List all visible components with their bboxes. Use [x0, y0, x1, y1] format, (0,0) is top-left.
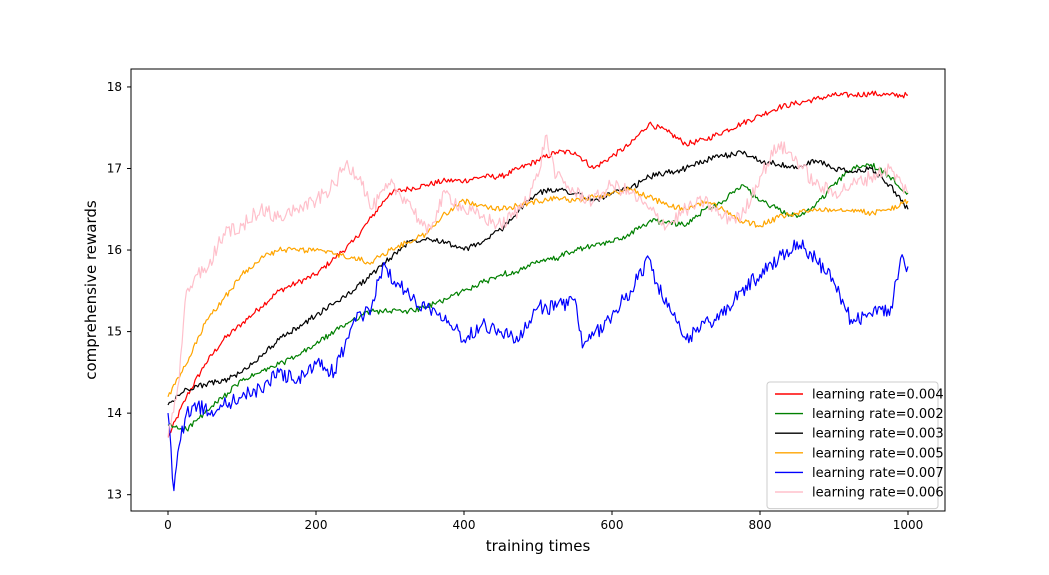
y-tick-label: 18	[107, 80, 122, 94]
plot-frame	[130, 68, 946, 512]
legend-entry-label: learning rate=0.004	[812, 388, 944, 403]
legend-entry-label: learning rate=0.002	[812, 407, 944, 422]
y-tick-label: 15	[107, 325, 122, 339]
series-line-1	[167, 90, 909, 438]
y-tick-label: 16	[107, 243, 122, 257]
y-axis-label: comprehensive rewards	[82, 200, 100, 380]
x-tick-label: 0	[164, 518, 172, 532]
series-line-6	[167, 134, 909, 438]
legend-entry-label: learning rate=0.003	[812, 427, 944, 442]
x-tick-label: 600	[601, 518, 624, 532]
legend-entry-label: learning rate=0.007	[812, 466, 944, 481]
legend-entry-label: learning rate=0.006	[812, 486, 944, 501]
series-line-4	[167, 186, 909, 397]
x-tick-label: 1000	[893, 518, 924, 532]
x-axis-ticks: 0 200 400 600 800 1000	[164, 511, 923, 532]
x-axis-label: training times	[486, 537, 591, 555]
legend: learning rate=0.004 learning rate=0.002 le…	[766, 381, 944, 510]
series-layer	[167, 90, 909, 492]
y-axis-ticks: 13 14 15 16 17 18	[107, 80, 131, 502]
legend-box	[766, 381, 939, 510]
x-tick-label: 400	[453, 518, 476, 532]
x-tick-label: 800	[749, 518, 772, 532]
y-tick-label: 13	[107, 488, 122, 502]
y-tick-label: 17	[107, 161, 122, 175]
y-tick-label: 14	[107, 406, 122, 420]
series-line-2	[167, 162, 909, 432]
series-line-5	[167, 239, 909, 492]
x-tick-label: 200	[305, 518, 328, 532]
series-line-3	[167, 150, 909, 406]
legend-entry-label: learning rate=0.005	[812, 446, 944, 461]
